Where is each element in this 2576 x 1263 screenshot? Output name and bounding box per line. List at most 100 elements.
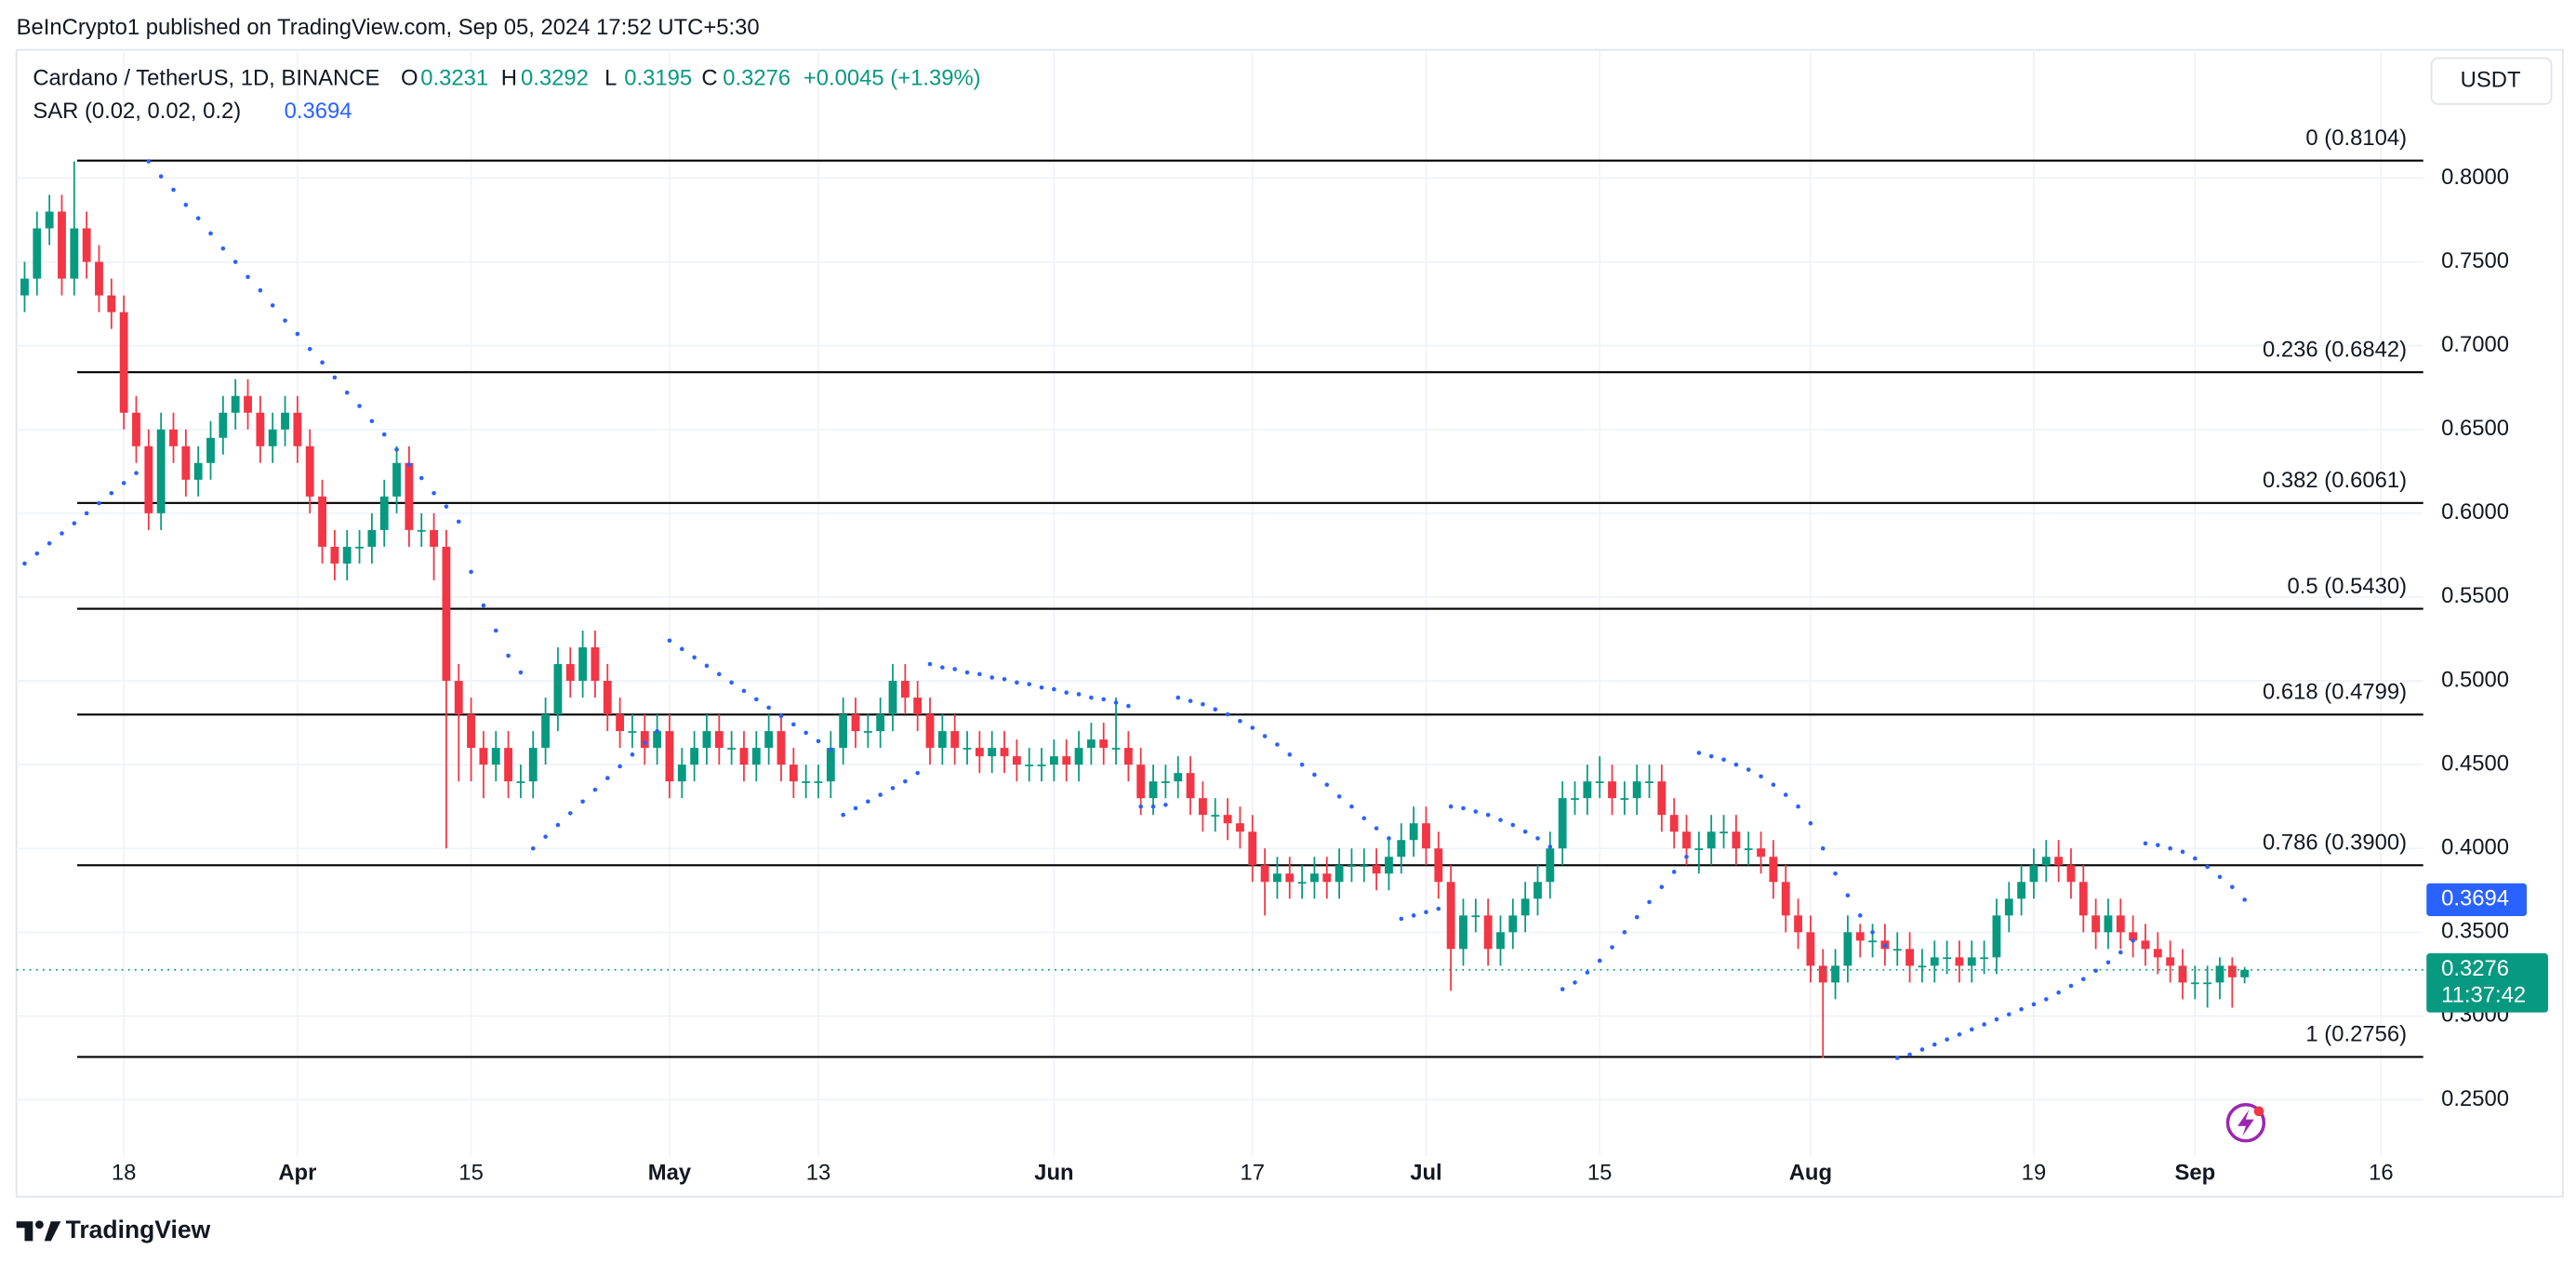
candle-body bbox=[1583, 781, 1592, 799]
sar-dot bbox=[456, 519, 461, 525]
candle-body bbox=[826, 748, 835, 782]
sar-dot bbox=[829, 747, 833, 752]
x-tick-label: 16 bbox=[2369, 1160, 2394, 1185]
candle-body bbox=[553, 664, 563, 715]
candle-body bbox=[1496, 932, 1505, 950]
y-tick-label: 0.3500 bbox=[2441, 919, 2509, 944]
candle-body bbox=[1149, 781, 1158, 799]
x-tick-label: 18 bbox=[112, 1160, 137, 1185]
sar-dot bbox=[1299, 762, 1305, 767]
sar-dot bbox=[1522, 829, 1528, 834]
sar-dot bbox=[1101, 697, 1107, 702]
sar-dot bbox=[481, 603, 486, 608]
candle-body bbox=[193, 462, 203, 480]
sar-dot bbox=[1845, 893, 1851, 897]
candle-body bbox=[1123, 748, 1133, 765]
currency-button[interactable] bbox=[2430, 57, 2553, 105]
candle-body bbox=[1483, 915, 1493, 950]
sar-dot bbox=[1213, 707, 1218, 711]
x-tick-label: 17 bbox=[1241, 1160, 1266, 1185]
sar-dot bbox=[1932, 1042, 1937, 1047]
sar-dot bbox=[1076, 692, 1082, 697]
candle-body bbox=[640, 731, 649, 749]
candle-body bbox=[1334, 865, 1344, 883]
candle-body bbox=[342, 546, 352, 564]
candle-body bbox=[1297, 882, 1307, 884]
candle-body bbox=[1955, 957, 1964, 966]
candle-body bbox=[330, 546, 339, 564]
sar-dot bbox=[803, 730, 808, 736]
candle-body bbox=[1074, 748, 1083, 765]
x-tick-label: Jul bbox=[1410, 1160, 1441, 1185]
fib-label: 1 (0.2756) bbox=[2305, 1022, 2407, 1047]
x-tick-label: 15 bbox=[1587, 1160, 1613, 1185]
sar-dot bbox=[418, 475, 424, 481]
sar-dot bbox=[791, 722, 796, 727]
candle-body bbox=[839, 714, 848, 749]
candle-body bbox=[1892, 949, 1902, 951]
y-tick-label: 0.6000 bbox=[2441, 499, 2509, 525]
candle-body bbox=[2190, 982, 2199, 985]
candle-body bbox=[702, 731, 711, 749]
candle-body bbox=[1905, 949, 1915, 966]
sar-dot bbox=[246, 274, 250, 280]
candle-body bbox=[653, 731, 662, 749]
sar-dot bbox=[1733, 762, 1739, 767]
candle-body bbox=[58, 211, 66, 279]
candle-body bbox=[1595, 781, 1604, 783]
candle-body bbox=[1534, 882, 1542, 899]
sar-dot bbox=[1411, 913, 1416, 918]
sar-dot bbox=[580, 799, 585, 804]
candle-body bbox=[751, 748, 761, 765]
sar-dot bbox=[469, 569, 473, 575]
candle-body bbox=[132, 412, 140, 446]
candle-body bbox=[1571, 798, 1579, 800]
sar-dot bbox=[1771, 782, 1776, 788]
candle-body bbox=[305, 445, 314, 497]
sar-dot bbox=[1659, 884, 1665, 889]
candle-body bbox=[379, 496, 389, 530]
sar-dot bbox=[2180, 849, 2185, 855]
sar-dot bbox=[60, 531, 64, 536]
y-tick-label: 0.6500 bbox=[2441, 416, 2509, 441]
candle-body bbox=[244, 395, 252, 413]
x-tick-label: 19 bbox=[2022, 1160, 2047, 1185]
candle-body bbox=[1608, 781, 1616, 799]
y-tick-label: 0.8000 bbox=[2441, 165, 2509, 190]
sar-dot bbox=[220, 246, 226, 251]
sar-dot bbox=[841, 812, 845, 818]
candle-body bbox=[727, 748, 737, 750]
sar-dot bbox=[1783, 792, 1788, 797]
candle-body bbox=[20, 278, 29, 296]
sar-dot bbox=[1201, 701, 1205, 707]
candle-body bbox=[1769, 857, 1778, 883]
sar-dot bbox=[729, 680, 734, 685]
sar-dot bbox=[146, 159, 152, 164]
sar-dot bbox=[1870, 930, 1875, 935]
y-tick-label: 0.5500 bbox=[2441, 583, 2509, 608]
sar-dot bbox=[1634, 914, 1640, 920]
ohlc-key: H bbox=[501, 66, 517, 91]
candle-body bbox=[206, 437, 215, 463]
currency[interactable]: USDT bbox=[2461, 67, 2521, 92]
sar-dot bbox=[1324, 782, 1330, 788]
sar-dot bbox=[1485, 812, 1491, 818]
candle-body bbox=[504, 748, 512, 782]
candle-body bbox=[491, 748, 500, 765]
sar-dot bbox=[1796, 804, 1800, 809]
candle-body bbox=[591, 647, 600, 682]
candle-body bbox=[1520, 898, 1530, 916]
sar-dot bbox=[2156, 843, 2160, 847]
ohlc-value: 0.3195 bbox=[624, 66, 692, 91]
alert-icon[interactable] bbox=[2225, 1103, 2266, 1143]
sar-dot bbox=[1387, 836, 1391, 841]
sar-dot bbox=[890, 786, 896, 791]
candle-body bbox=[1669, 815, 1679, 832]
y-tick-label: 0.7000 bbox=[2441, 332, 2509, 357]
sar-dot bbox=[357, 404, 362, 408]
sar-dot bbox=[1808, 820, 1813, 826]
candle-body bbox=[442, 546, 451, 682]
sar-dot bbox=[1957, 1031, 1962, 1037]
candle-body bbox=[268, 429, 277, 446]
